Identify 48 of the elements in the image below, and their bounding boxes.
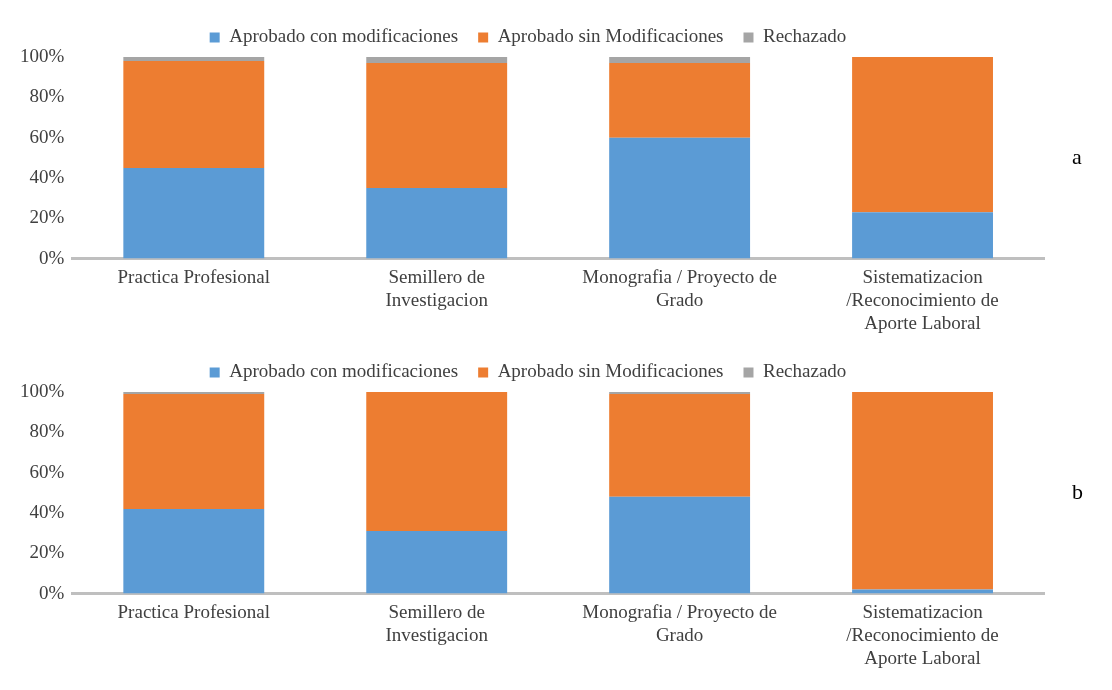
bar: [123, 394, 265, 509]
bar: [609, 57, 751, 64]
text: a: [1072, 143, 1082, 169]
legend-label: Aprobado sin Modificaciones: [497, 360, 724, 382]
x-tick-label: Practica Profesional: [117, 265, 271, 287]
bar: [123, 167, 265, 259]
bar: [609, 392, 751, 395]
y-tick-label: 20%: [29, 206, 65, 228]
bar: [609, 394, 751, 497]
bar: [366, 63, 508, 189]
bar: [366, 392, 508, 532]
x-tick-label: Monografia / Proyecto de Grado: [582, 600, 777, 645]
x-tick-label: Semillero de Investigacion: [385, 265, 489, 310]
x-tick-label: Monografia / Proyecto de Grado: [582, 265, 777, 310]
bar: [852, 212, 993, 259]
legend-label: Aprobado sin Modificaciones: [497, 25, 724, 47]
x-tick-label: Sistematizacion /Reconocimiento de Aporte Laboral: [846, 600, 999, 668]
bar: [609, 496, 751, 594]
bar: [852, 57, 993, 213]
legend-label: Rechazado: [762, 25, 847, 47]
y-tick-label: 0%: [39, 581, 65, 603]
bar: [852, 392, 993, 590]
y-tick-label: 100%: [20, 44, 65, 66]
y-tick-label: 60%: [29, 125, 65, 147]
text: b: [1072, 478, 1083, 504]
bar: [609, 63, 751, 138]
y-tick-label: 80%: [29, 85, 65, 107]
legend-label: Aprobado con modificaciones: [229, 360, 459, 382]
bar: [609, 137, 751, 259]
legend-label: Aprobado con modificaciones: [229, 25, 459, 47]
bar: [123, 57, 265, 62]
x-tick-label: Semillero de Investigacion: [385, 600, 489, 645]
bar: [123, 392, 265, 395]
bar: [123, 61, 265, 168]
bar: [123, 508, 265, 594]
y-tick-label: 80%: [29, 420, 65, 442]
y-tick-label: 100%: [20, 379, 65, 401]
bar: [366, 188, 508, 259]
y-tick-label: 40%: [29, 500, 65, 522]
x-tick-label: Sistematizacion /Reconocimiento de Aporte Laboral: [846, 265, 999, 333]
y-tick-label: 60%: [29, 460, 65, 482]
bar: [366, 531, 508, 594]
y-tick-label: 0%: [39, 246, 65, 268]
bar: [366, 57, 508, 64]
x-tick-label: Practica Profesional: [117, 600, 271, 622]
y-tick-label: 20%: [29, 541, 65, 563]
legend-label: Rechazado: [762, 360, 847, 382]
y-tick-label: 40%: [29, 165, 65, 187]
